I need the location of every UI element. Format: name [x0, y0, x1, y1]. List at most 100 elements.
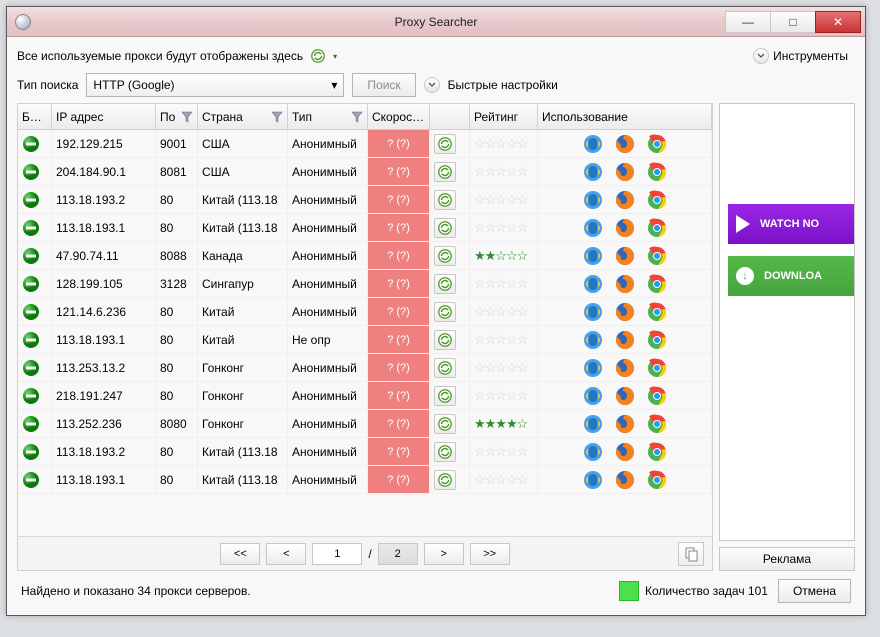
refresh-row-button[interactable]	[434, 358, 456, 378]
col-type[interactable]: Тип	[288, 104, 368, 129]
refresh-icon[interactable]	[309, 47, 327, 65]
ie-icon[interactable]	[583, 218, 603, 238]
titlebar[interactable]: Proxy Searcher — □ ✕	[7, 7, 865, 37]
block-cell[interactable]	[18, 354, 52, 381]
ad-download-button[interactable]: ↓ DOWNLOA	[728, 256, 854, 296]
table-row[interactable]: 113.18.193.180КитайНе опр? (?)☆☆☆☆☆	[18, 326, 712, 354]
pager-page-input[interactable]: 1	[312, 543, 362, 565]
col-port[interactable]: По	[156, 104, 198, 129]
table-row[interactable]: 113.252.2368080ГонконгАнонимный? (?)★★★★…	[18, 410, 712, 438]
table-row[interactable]: 113.253.13.280ГонконгАнонимный? (?)☆☆☆☆☆	[18, 354, 712, 382]
refresh-row-button[interactable]	[434, 330, 456, 350]
minimize-button[interactable]: —	[725, 11, 771, 33]
refresh-row-button[interactable]	[434, 386, 456, 406]
firefox-icon[interactable]	[615, 386, 635, 406]
dropdown-caret-icon[interactable]: ▾	[333, 52, 337, 61]
block-cell[interactable]	[18, 382, 52, 409]
table-row[interactable]: 204.184.90.18081СШААнонимный? (?)☆☆☆☆☆	[18, 158, 712, 186]
firefox-icon[interactable]	[615, 274, 635, 294]
ie-icon[interactable]	[583, 330, 603, 350]
pager-last[interactable]: >>	[470, 543, 510, 565]
refresh-row-button[interactable]	[434, 274, 456, 294]
table-row[interactable]: 192.129.2159001СШААнонимный? (?)☆☆☆☆☆	[18, 130, 712, 158]
pager-total[interactable]: 2	[378, 543, 418, 565]
col-country[interactable]: Страна	[198, 104, 288, 129]
refresh-row-button[interactable]	[434, 302, 456, 322]
ie-icon[interactable]	[583, 246, 603, 266]
block-cell[interactable]	[18, 270, 52, 297]
chrome-icon[interactable]	[647, 386, 667, 406]
firefox-icon[interactable]	[615, 470, 635, 490]
ie-icon[interactable]	[583, 274, 603, 294]
pager-prev[interactable]: <	[266, 543, 306, 565]
ie-icon[interactable]	[583, 190, 603, 210]
filter-icon[interactable]	[271, 111, 283, 123]
col-ip[interactable]: IP адрес	[52, 104, 156, 129]
table-row[interactable]: 47.90.74.118088КанадаАнонимный? (?)★★☆☆☆	[18, 242, 712, 270]
ad-label-button[interactable]: Реклама	[719, 547, 855, 571]
ie-icon[interactable]	[583, 134, 603, 154]
refresh-row-button[interactable]	[434, 134, 456, 154]
firefox-icon[interactable]	[615, 190, 635, 210]
firefox-icon[interactable]	[615, 330, 635, 350]
chrome-icon[interactable]	[647, 246, 667, 266]
ie-icon[interactable]	[583, 302, 603, 322]
cancel-button[interactable]: Отмена	[778, 579, 851, 603]
close-button[interactable]: ✕	[815, 11, 861, 33]
table-row[interactable]: 121.14.6.23680КитайАнонимный? (?)☆☆☆☆☆	[18, 298, 712, 326]
block-cell[interactable]	[18, 214, 52, 241]
chrome-icon[interactable]	[647, 358, 667, 378]
pager-next[interactable]: >	[424, 543, 464, 565]
refresh-row-button[interactable]	[434, 162, 456, 182]
col-block[interactable]: Блок	[18, 104, 52, 129]
block-cell[interactable]	[18, 410, 52, 437]
chrome-icon[interactable]	[647, 218, 667, 238]
firefox-icon[interactable]	[615, 218, 635, 238]
chrome-icon[interactable]	[647, 470, 667, 490]
block-cell[interactable]	[18, 438, 52, 465]
table-row[interactable]: 218.191.24780ГонконгАнонимный? (?)☆☆☆☆☆	[18, 382, 712, 410]
block-cell[interactable]	[18, 242, 52, 269]
block-cell[interactable]	[18, 298, 52, 325]
table-row[interactable]: 113.18.193.180Китай (113.18Анонимный? (?…	[18, 214, 712, 242]
ie-icon[interactable]	[583, 386, 603, 406]
ie-icon[interactable]	[583, 162, 603, 182]
chrome-icon[interactable]	[647, 190, 667, 210]
block-cell[interactable]	[18, 466, 52, 493]
ie-icon[interactable]	[583, 414, 603, 434]
firefox-icon[interactable]	[615, 414, 635, 434]
firefox-icon[interactable]	[615, 246, 635, 266]
col-usage[interactable]: Использование	[538, 104, 712, 129]
refresh-row-button[interactable]	[434, 470, 456, 490]
chrome-icon[interactable]	[647, 274, 667, 294]
copy-button[interactable]	[678, 542, 704, 566]
chrome-icon[interactable]	[647, 330, 667, 350]
col-rating[interactable]: Рейтинг	[470, 104, 538, 129]
tools-menu[interactable]: Инструменты	[750, 45, 855, 67]
chrome-icon[interactable]	[647, 162, 667, 182]
ie-icon[interactable]	[583, 442, 603, 462]
firefox-icon[interactable]	[615, 302, 635, 322]
firefox-icon[interactable]	[615, 358, 635, 378]
chrome-icon[interactable]	[647, 302, 667, 322]
filter-icon[interactable]	[181, 111, 193, 123]
ie-icon[interactable]	[583, 470, 603, 490]
refresh-row-button[interactable]	[434, 246, 456, 266]
ie-icon[interactable]	[583, 358, 603, 378]
col-speed[interactable]: Скорость (о	[368, 104, 430, 129]
pager-first[interactable]: <<	[220, 543, 260, 565]
chrome-icon[interactable]	[647, 442, 667, 462]
refresh-row-button[interactable]	[434, 414, 456, 434]
search-button[interactable]: Поиск	[352, 73, 415, 97]
chrome-icon[interactable]	[647, 134, 667, 154]
table-row[interactable]: 113.18.193.280Китай (113.18Анонимный? (?…	[18, 438, 712, 466]
search-type-combo[interactable]: HTTP (Google) ▾	[86, 73, 344, 97]
firefox-icon[interactable]	[615, 134, 635, 154]
refresh-row-button[interactable]	[434, 218, 456, 238]
refresh-row-button[interactable]	[434, 190, 456, 210]
block-cell[interactable]	[18, 326, 52, 353]
firefox-icon[interactable]	[615, 442, 635, 462]
firefox-icon[interactable]	[615, 162, 635, 182]
block-cell[interactable]	[18, 130, 52, 157]
block-cell[interactable]	[18, 186, 52, 213]
